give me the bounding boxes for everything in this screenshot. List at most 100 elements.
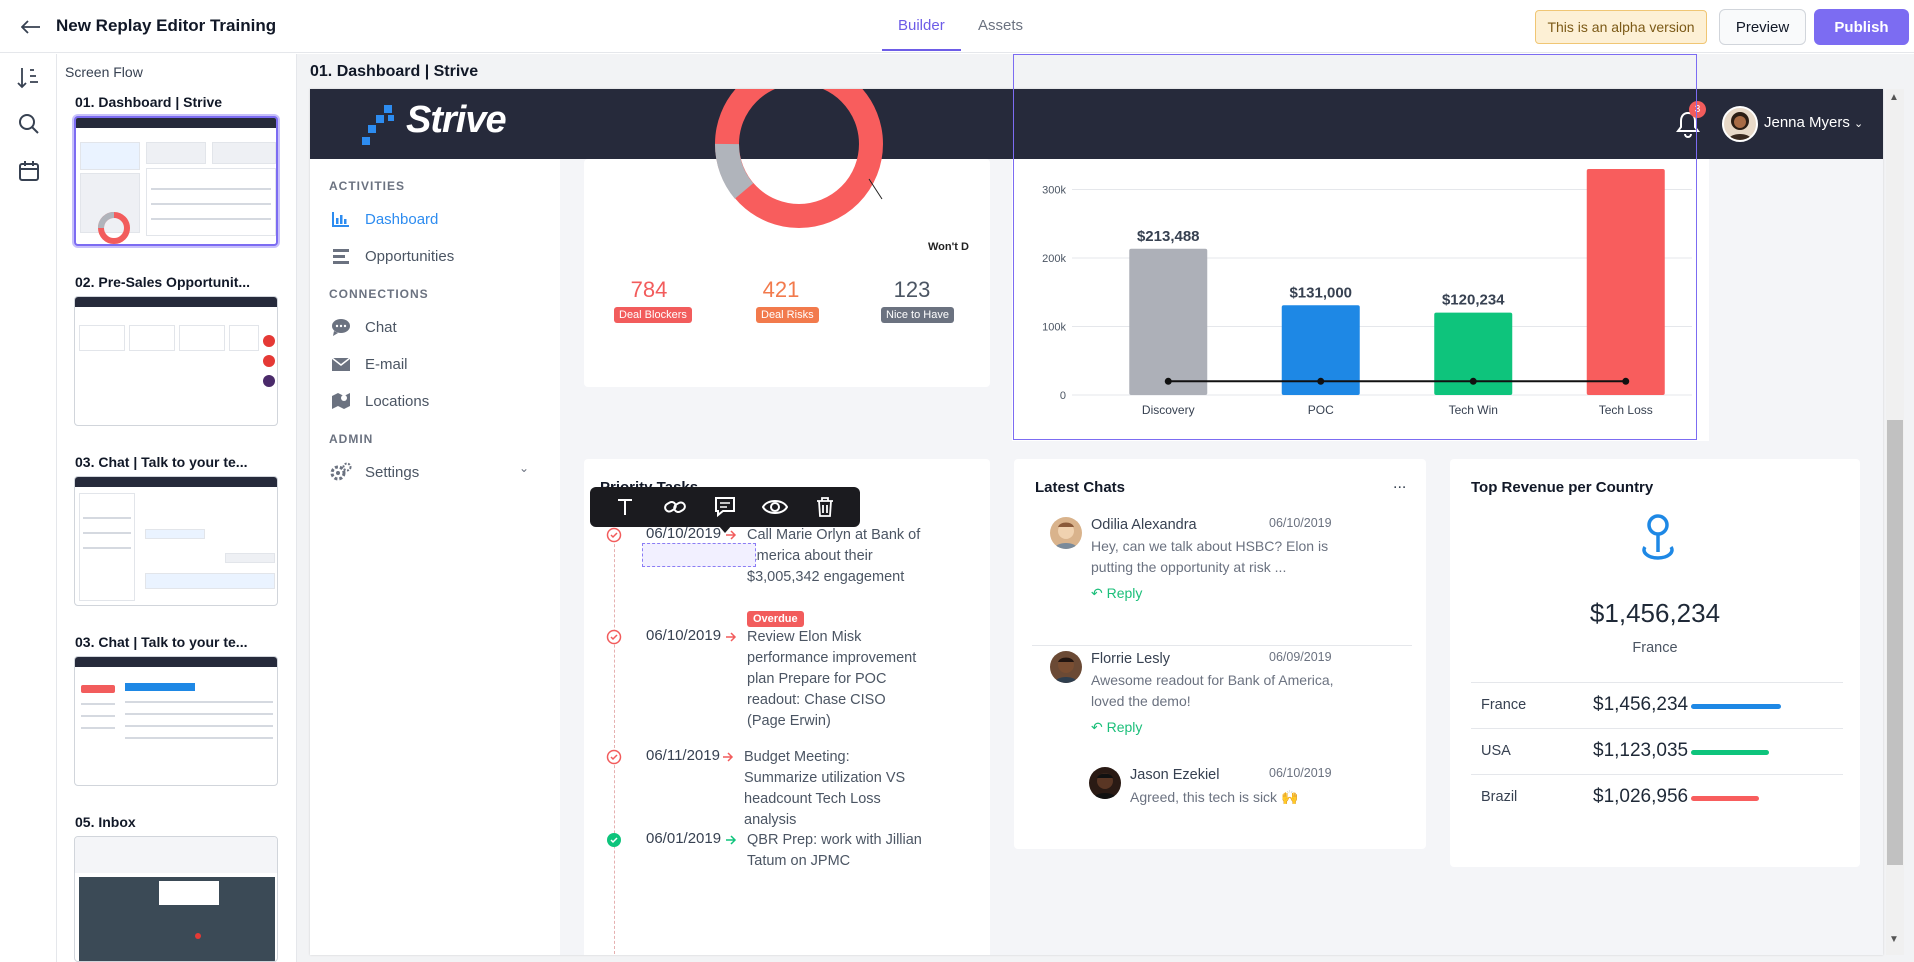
tab-assets[interactable]: Assets <box>978 17 1024 34</box>
screen-thumbnail[interactable] <box>74 116 278 246</box>
nav-item-label: Dashboard <box>365 210 439 228</box>
user-menu[interactable]: Jenna Myers ⌄ <box>1764 114 1863 131</box>
reply-label: Reply <box>1106 719 1143 735</box>
strive-header: Strive 3 Jenna Myers ⌄ <box>310 89 1883 159</box>
nav-item-locations[interactable]: Locations <box>329 386 549 416</box>
nav-item-chat[interactable]: Chat <box>329 312 549 342</box>
sort-order-icon[interactable] <box>14 63 44 93</box>
screen-thumbnail[interactable] <box>74 296 278 426</box>
link-icon[interactable] <box>660 492 690 522</box>
bar <box>1434 312 1513 395</box>
latest-chats-card: Latest Chats ... Odilia Alexandra 06/10/… <box>1014 459 1426 849</box>
task-text: Budget Meeting: Summarize utilization VS… <box>744 749 906 828</box>
nav-section-connections: CONNECTIONS <box>329 287 429 301</box>
screen-label[interactable]: 01. Dashboard | Strive <box>75 94 223 110</box>
chat-date: 06/09/2019 <box>1269 650 1332 664</box>
strive-side-nav: ACTIVITIES Dashboard Opportunities CONNE… <box>310 159 560 955</box>
nav-item-dashboard[interactable]: Dashboard <box>329 204 549 234</box>
strive-logo-mark-icon <box>362 105 394 145</box>
task-open-check-icon[interactable] <box>606 527 622 543</box>
user-avatar[interactable] <box>1722 106 1758 142</box>
donut-callout-label: Won't D <box>928 241 969 253</box>
screen-thumbnail[interactable] <box>74 656 278 786</box>
preview-button[interactable]: Preview <box>1719 9 1806 45</box>
list-icon <box>329 244 353 268</box>
scroll-down-arrow-icon[interactable]: ▼ <box>1889 934 1899 945</box>
nav-item-settings[interactable]: Settings ⌄ <box>329 457 549 487</box>
selected-text-outline[interactable] <box>642 543 756 567</box>
task-done-check-icon[interactable] <box>606 832 622 848</box>
scroll-up-arrow-icon[interactable]: ▲ <box>1889 92 1899 103</box>
task-date: 06/10/2019 <box>646 627 722 644</box>
chat-date: 06/10/2019 <box>1269 516 1332 530</box>
screen-label[interactable]: 03. Chat | Talk to your te... <box>75 634 248 650</box>
comment-icon[interactable] <box>710 492 740 522</box>
stat-label: Deal Blockers <box>614 307 692 323</box>
x-tick-label: POC <box>1308 403 1334 417</box>
task-open-check-icon[interactable] <box>606 629 622 645</box>
chevron-down-icon: ⌄ <box>1854 118 1864 130</box>
x-tick-label: Tech Win <box>1449 403 1498 417</box>
stat-value: 784 <box>630 277 668 302</box>
revenue-country: France <box>1481 697 1527 713</box>
chat-sender-name: Jason Ezekiel <box>1130 767 1220 783</box>
text-format-icon[interactable] <box>610 492 640 522</box>
bar-data-label: $131,000 <box>1289 284 1352 301</box>
task-open-check-icon[interactable] <box>606 749 622 765</box>
active-tab-indicator <box>882 49 961 51</box>
overdue-badge: Overdue <box>747 611 804 627</box>
screen-thumbnail[interactable] <box>74 476 278 606</box>
avatar <box>1050 651 1082 683</box>
nav-item-label: Opportunities <box>365 247 455 265</box>
pipeline-bar-chart: 0 100k 200k 300k Discovery $213,488 POC $131,00… <box>1042 169 1692 417</box>
eye-icon[interactable] <box>760 492 790 522</box>
trash-icon[interactable] <box>810 492 840 522</box>
trend-point <box>1469 377 1477 385</box>
trend-point <box>1622 377 1630 385</box>
screen-thumbnail[interactable] <box>74 836 278 962</box>
tab-builder[interactable]: Builder <box>898 17 945 34</box>
revenue-value: $1,123,035 <box>1593 740 1689 761</box>
revenue-top-country: France <box>1632 640 1678 656</box>
revenue-value: $1,026,956 <box>1593 786 1689 807</box>
screen-label[interactable]: 02. Pre-Sales Opportunit... <box>75 274 251 290</box>
revenue-country: Brazil <box>1481 789 1518 805</box>
timeline-line <box>614 519 615 955</box>
nav-item-opportunities[interactable]: Opportunities <box>329 241 549 271</box>
screen-label[interactable]: 03. Chat | Talk to your te... <box>75 454 248 470</box>
revenue-country: USA <box>1481 743 1511 759</box>
location-pin-icon <box>1642 514 1674 560</box>
back-arrow-icon[interactable] <box>18 14 44 40</box>
priority-tasks-card: Priority Tasks 06/10/2019 Call Marie Orl… <box>584 459 990 955</box>
x-tick-label: Discovery <box>1142 403 1195 417</box>
search-icon[interactable] <box>14 109 44 139</box>
task-date: 06/10/2019 <box>646 525 722 542</box>
x-tick-label: Tech Loss <box>1599 403 1653 417</box>
revenue-title: Top Revenue per Country <box>1471 479 1654 496</box>
bar-data-label: $120,234 <box>1442 292 1505 309</box>
reply-link[interactable]: ↶ Reply <box>1091 585 1142 602</box>
more-options-icon[interactable]: ... <box>1393 475 1407 492</box>
scrollbar-thumb[interactable] <box>1887 420 1903 865</box>
reply-link[interactable]: ↶ Reply <box>1091 719 1142 736</box>
nav-item-label: Settings <box>365 463 420 481</box>
bar <box>1129 248 1208 395</box>
task-date: 06/11/2019 <box>646 747 720 764</box>
nav-item-label: Locations <box>365 392 430 410</box>
strive-logo-text: Strive <box>406 99 507 141</box>
stat-value: 123 <box>893 277 931 302</box>
app-title: New Replay Editor Training <box>56 16 277 35</box>
calendar-icon[interactable] <box>14 156 44 186</box>
screen-label[interactable]: 05. Inbox <box>75 814 136 830</box>
chat-date: 06/10/2019 <box>1269 766 1332 780</box>
avatar <box>1089 767 1121 799</box>
text-edit-toolbar <box>590 487 860 527</box>
gears-icon <box>329 460 353 484</box>
y-tick-label: 300k <box>1042 185 1066 197</box>
publish-button[interactable]: Publish <box>1814 9 1909 45</box>
nav-item-email[interactable]: E-mail <box>329 349 549 379</box>
nav-section-admin: ADMIN <box>329 432 374 446</box>
notification-count-badge: 3 <box>1689 101 1706 118</box>
reply-icon: ↶ <box>1091 719 1107 735</box>
revenue-row: Brazil $1,026,956 <box>1471 774 1843 820</box>
